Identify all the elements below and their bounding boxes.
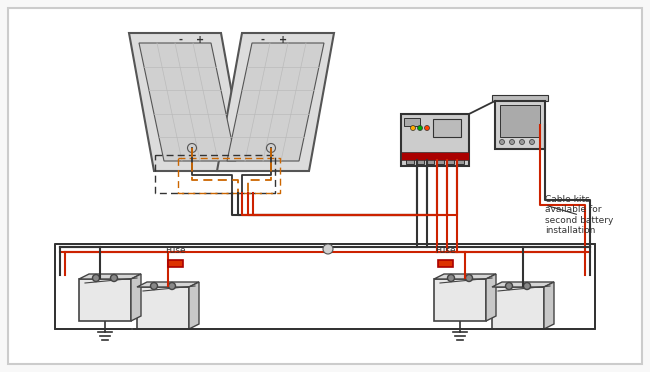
Bar xyxy=(79,279,131,321)
Text: Fuse: Fuse xyxy=(164,246,185,255)
Bar xyxy=(438,260,453,267)
Polygon shape xyxy=(131,274,141,321)
Circle shape xyxy=(523,282,530,289)
Bar xyxy=(492,95,548,101)
Circle shape xyxy=(168,282,176,289)
Bar xyxy=(456,156,464,164)
Bar xyxy=(446,156,454,164)
Circle shape xyxy=(510,140,515,144)
Circle shape xyxy=(499,140,504,144)
Polygon shape xyxy=(79,274,141,279)
Text: +: + xyxy=(196,35,204,45)
Bar xyxy=(406,156,414,164)
Circle shape xyxy=(323,244,333,254)
Text: +: + xyxy=(279,35,287,45)
Circle shape xyxy=(151,282,157,289)
Polygon shape xyxy=(137,282,199,287)
Bar xyxy=(404,118,420,126)
Text: Fuse: Fuse xyxy=(435,246,455,255)
Polygon shape xyxy=(486,274,496,321)
Bar xyxy=(434,279,486,321)
Circle shape xyxy=(530,140,534,144)
Bar xyxy=(401,114,469,166)
Bar xyxy=(168,260,183,267)
Bar xyxy=(137,287,189,329)
Circle shape xyxy=(447,275,454,282)
Bar xyxy=(433,119,461,137)
Bar xyxy=(492,287,544,329)
Bar xyxy=(495,101,545,149)
Circle shape xyxy=(465,275,473,282)
Polygon shape xyxy=(217,33,334,171)
Polygon shape xyxy=(139,43,236,161)
Polygon shape xyxy=(189,282,199,329)
Polygon shape xyxy=(492,282,554,287)
Circle shape xyxy=(506,282,512,289)
Bar xyxy=(436,156,444,164)
Polygon shape xyxy=(434,274,496,279)
Text: Cable kits
available for
second battery
installation: Cable kits available for second battery … xyxy=(545,195,614,235)
Polygon shape xyxy=(129,33,246,171)
Bar xyxy=(55,244,595,329)
Circle shape xyxy=(411,125,415,131)
Circle shape xyxy=(187,144,196,153)
Bar xyxy=(416,156,424,164)
Circle shape xyxy=(519,140,525,144)
Circle shape xyxy=(424,125,430,131)
Circle shape xyxy=(417,125,422,131)
Polygon shape xyxy=(227,43,324,161)
Bar xyxy=(401,152,469,160)
Polygon shape xyxy=(544,282,554,329)
Text: -: - xyxy=(261,35,265,45)
Bar xyxy=(500,105,540,137)
Circle shape xyxy=(266,144,276,153)
Bar xyxy=(426,156,434,164)
Text: -: - xyxy=(178,35,182,45)
Circle shape xyxy=(92,275,99,282)
Circle shape xyxy=(111,275,118,282)
